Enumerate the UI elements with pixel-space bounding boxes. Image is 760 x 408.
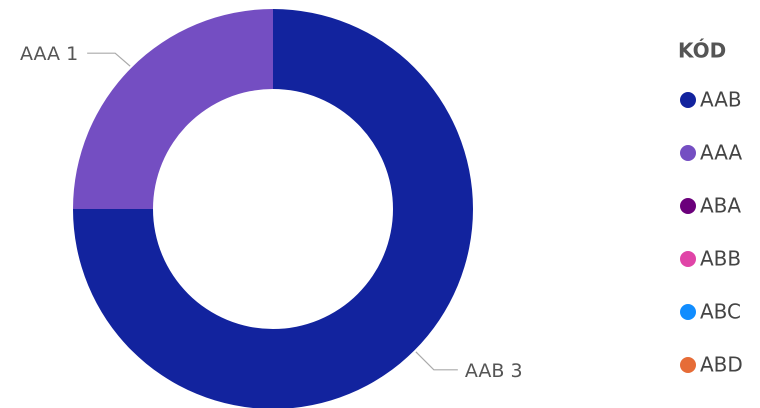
legend-label: ABC xyxy=(700,300,741,324)
legend-title: KÓD xyxy=(678,39,726,63)
data-label-value: 3 xyxy=(510,359,522,381)
data-label-value: 1 xyxy=(66,43,78,65)
legend-marker xyxy=(680,145,696,161)
data-label: AAB 3 xyxy=(465,359,523,381)
data-label: AAA 1 xyxy=(20,43,78,65)
donut-slice xyxy=(73,9,273,209)
legend-marker xyxy=(680,357,696,373)
legend-marker xyxy=(680,304,696,320)
legend-label: ABB xyxy=(700,247,741,271)
donut-slice xyxy=(73,9,473,408)
legend-marker xyxy=(680,92,696,108)
legend-marker xyxy=(680,198,696,214)
legend-marker xyxy=(680,251,696,267)
legend-label: AAA xyxy=(700,141,742,165)
data-label-category: AAA xyxy=(20,43,60,65)
legend-label: ABD xyxy=(700,353,743,377)
data-label-category: AAB xyxy=(465,359,505,381)
legend-label: ABA xyxy=(700,194,741,218)
leader-line xyxy=(415,351,458,371)
legend-label: AAB xyxy=(700,88,742,112)
leader-line xyxy=(87,52,131,67)
